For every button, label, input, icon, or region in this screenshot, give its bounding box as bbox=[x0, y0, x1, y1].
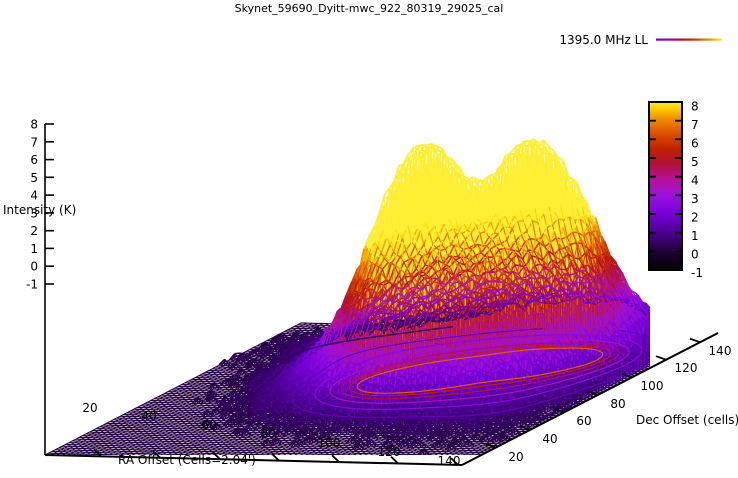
colorbar-tick-labels: 8 7 6 5 4 3 2 1 0 -1 bbox=[691, 100, 703, 281]
z-axis-ticks bbox=[45, 123, 54, 285]
colorbar-tick-label: 0 bbox=[691, 248, 699, 262]
y-tick-label: 60 bbox=[576, 414, 591, 428]
y-tick-label: 20 bbox=[508, 450, 523, 464]
y-tick-label: 120 bbox=[675, 361, 698, 375]
colorbar-tick-label: 5 bbox=[691, 155, 699, 169]
z-axis-tick-labels: 8 7 6 5 4 3 2 1 0 -1 bbox=[26, 118, 38, 292]
colorbar-tick-label: 8 bbox=[691, 100, 699, 114]
colorbar-tick-label: -1 bbox=[691, 266, 703, 280]
x-axis-tick-labels: 20 40 60 80 100 120 140 bbox=[82, 401, 460, 468]
x-tick-label: 120 bbox=[378, 445, 401, 459]
y-tick-label: 140 bbox=[709, 344, 732, 358]
colorbar-border bbox=[648, 101, 683, 271]
colorbar-ticks bbox=[649, 119, 682, 253]
y-tick-label: 80 bbox=[610, 397, 625, 411]
x-tick-label: 20 bbox=[82, 401, 97, 415]
axis-box bbox=[44, 332, 719, 466]
x-tick-label: 100 bbox=[318, 436, 341, 450]
y-axis-tick-labels: 20 40 60 80 100 120 140 bbox=[508, 344, 731, 464]
x-tick-label: 140 bbox=[438, 454, 461, 468]
x-tick-label: 40 bbox=[141, 409, 156, 423]
colorbar-tick-label: 1 bbox=[691, 229, 699, 243]
x-axis-ticks bbox=[93, 448, 459, 466]
colorbar-tick-label: 7 bbox=[691, 118, 699, 132]
x-axis-line bbox=[44, 454, 463, 466]
z-axis-label: Intensity (K) bbox=[3, 203, 76, 217]
z-axis: 8 7 6 5 4 3 2 1 0 -1 Intensity (K) bbox=[3, 118, 76, 455]
colorbar-tick-label: 4 bbox=[691, 174, 699, 188]
legend: 1395.0 MHz LL bbox=[559, 33, 722, 47]
z-tick-label: 0 bbox=[30, 260, 38, 274]
z-tick-label: 6 bbox=[30, 153, 38, 167]
legend-label: 1395.0 MHz LL bbox=[559, 33, 648, 47]
colorbar-tick-label: 6 bbox=[691, 137, 699, 151]
x-axis-label: RA Offset (Cells=2.04') bbox=[118, 453, 256, 467]
y-axis-ticks bbox=[485, 337, 701, 449]
z-tick-label: 7 bbox=[30, 135, 38, 149]
x-tick-label: 80 bbox=[260, 427, 275, 441]
y-tick-label: 40 bbox=[542, 432, 557, 446]
colorbar-tick-label: 2 bbox=[691, 211, 699, 225]
z-tick-label: 8 bbox=[30, 118, 38, 132]
x-tick-label: 60 bbox=[201, 418, 216, 432]
gradient-line-swatch bbox=[656, 38, 722, 41]
y-axis-line bbox=[461, 332, 719, 466]
contour-projection bbox=[248, 325, 650, 436]
z-tick-label: 4 bbox=[30, 189, 38, 203]
z-tick-label: 2 bbox=[30, 224, 38, 238]
z-tick-label: 3 bbox=[30, 206, 38, 220]
colorbar-tick-label: 3 bbox=[691, 192, 699, 206]
surface-plot bbox=[44, 138, 650, 455]
z-tick-label: 5 bbox=[30, 171, 38, 185]
colorbar: 8 7 6 5 4 3 2 1 0 -1 bbox=[648, 100, 703, 281]
page-title: Skynet_59690_Dyitt-mwc_922_80319_29025_c… bbox=[235, 2, 504, 15]
colorbar-gradient bbox=[649, 102, 682, 270]
z-tick-label: 1 bbox=[30, 242, 38, 256]
y-tick-label: 100 bbox=[641, 379, 664, 393]
z-tick-label: -1 bbox=[26, 278, 38, 292]
y-axis-label: Dec Offset (cells) bbox=[636, 413, 738, 427]
